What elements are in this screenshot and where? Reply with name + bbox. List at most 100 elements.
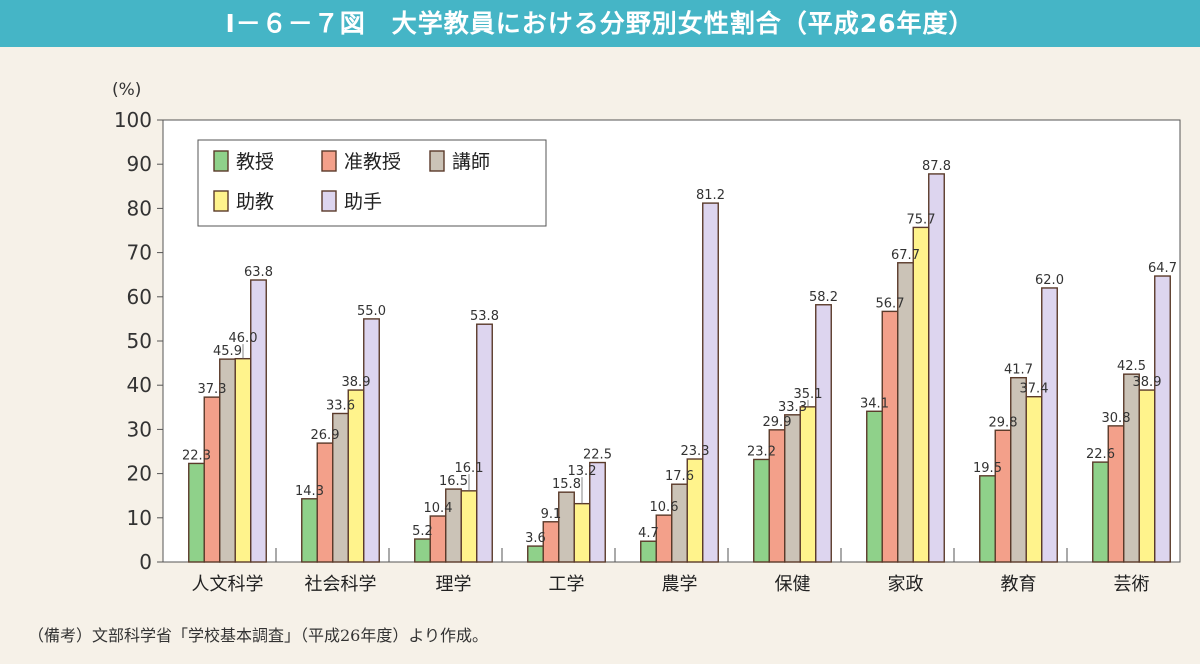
data-label: 33.3	[778, 400, 807, 415]
bar	[347, 389, 365, 563]
y-tick-label: 60	[127, 285, 152, 309]
legend-swatch	[429, 150, 445, 172]
data-label: 45.9	[213, 344, 242, 359]
data-label: 9.1	[541, 507, 562, 522]
data-label: 41.7	[1004, 363, 1033, 378]
bar	[1123, 373, 1140, 563]
legend-label: 助教	[236, 191, 274, 213]
bar	[1041, 287, 1058, 563]
bar	[316, 442, 334, 563]
data-label: 67.7	[891, 248, 920, 263]
bar	[784, 414, 801, 563]
data-label: 16.1	[455, 461, 484, 476]
data-label: 64.7	[1148, 261, 1177, 276]
bar	[445, 488, 462, 563]
bar	[188, 462, 205, 563]
bar	[414, 538, 431, 563]
data-label: 56.7	[876, 296, 905, 311]
y-axis-label: (%)	[112, 80, 141, 100]
legend-label: 助手	[344, 191, 382, 213]
data-label: 17.6	[665, 469, 694, 484]
bar	[527, 545, 544, 563]
data-label: 22.3	[182, 448, 211, 463]
bar	[866, 410, 883, 563]
data-label: 35.1	[794, 387, 823, 402]
y-tick-label: 10	[127, 506, 152, 530]
data-label: 23.3	[681, 444, 710, 459]
data-label: 37.4	[1020, 382, 1049, 397]
category-label: 教育	[1001, 574, 1037, 595]
bar	[558, 491, 575, 563]
legend-label: 准教授	[344, 151, 401, 173]
bar	[301, 498, 318, 563]
data-label: 38.9	[1133, 375, 1162, 390]
y-tick-label: 70	[127, 241, 152, 265]
data-label: 75.7	[907, 212, 936, 227]
bar	[589, 461, 606, 563]
data-label: 26.9	[311, 428, 340, 443]
category-label: 理学	[436, 574, 472, 595]
y-tick-label: 100	[114, 108, 152, 132]
data-label: 33.6	[326, 398, 355, 413]
y-tick-label: 50	[127, 329, 152, 353]
bar	[702, 202, 719, 563]
data-label: 14.3	[295, 484, 324, 499]
data-label: 42.5	[1117, 359, 1146, 374]
y-tick-label: 90	[127, 152, 152, 176]
bar	[994, 429, 1012, 563]
data-label: 5.2	[412, 524, 433, 539]
y-tick-label: 0	[139, 550, 152, 574]
bar	[1010, 376, 1027, 563]
legend-swatch	[213, 190, 229, 212]
y-tick-label: 40	[127, 373, 152, 397]
bar	[1138, 389, 1156, 563]
data-label: 19.5	[973, 461, 1002, 476]
bar	[1154, 275, 1171, 563]
bar	[799, 406, 817, 563]
legend-label: 教授	[236, 151, 274, 173]
bar	[363, 318, 380, 563]
data-label: 29.9	[763, 415, 792, 430]
legend-swatch	[213, 150, 229, 172]
data-label: 10.4	[424, 501, 453, 516]
data-label: 37.3	[198, 382, 227, 397]
category-label: 農学	[662, 574, 698, 595]
legend-swatch	[321, 190, 337, 212]
bar	[640, 540, 657, 563]
data-label: 23.2	[747, 444, 776, 459]
y-tick-label: 80	[127, 196, 152, 220]
data-label: 81.2	[696, 188, 725, 203]
legend-label: 講師	[452, 151, 490, 173]
data-label: 13.2	[568, 464, 597, 479]
data-label: 53.8	[470, 309, 499, 324]
bar	[815, 304, 832, 563]
data-label: 34.1	[860, 396, 889, 411]
data-label: 55.0	[357, 304, 386, 319]
data-label: 16.5	[439, 474, 468, 489]
legend	[197, 139, 547, 227]
category-label: 保健	[775, 574, 811, 595]
data-label: 15.8	[552, 477, 581, 492]
category-label: 家政	[888, 574, 924, 595]
data-label: 87.8	[922, 159, 951, 174]
data-label: 46.0	[229, 331, 258, 346]
category-label: 芸術	[1114, 574, 1150, 595]
data-label: 29.8	[989, 415, 1018, 430]
data-label: 3.6	[525, 531, 546, 546]
bar	[476, 323, 493, 563]
bar	[573, 502, 591, 563]
bar	[753, 458, 770, 563]
data-label: 10.6	[650, 500, 679, 515]
data-label: 4.7	[638, 526, 659, 541]
data-label: 22.6	[1086, 447, 1115, 462]
legend-swatch	[321, 150, 337, 172]
category-label: 工学	[549, 574, 585, 595]
y-tick-label: 30	[127, 417, 152, 441]
bar	[234, 357, 252, 563]
data-label: 58.2	[809, 290, 838, 305]
bar	[1025, 395, 1043, 563]
bar	[203, 396, 221, 563]
category-label: 人文科学	[192, 574, 264, 595]
data-label: 62.0	[1035, 273, 1064, 288]
